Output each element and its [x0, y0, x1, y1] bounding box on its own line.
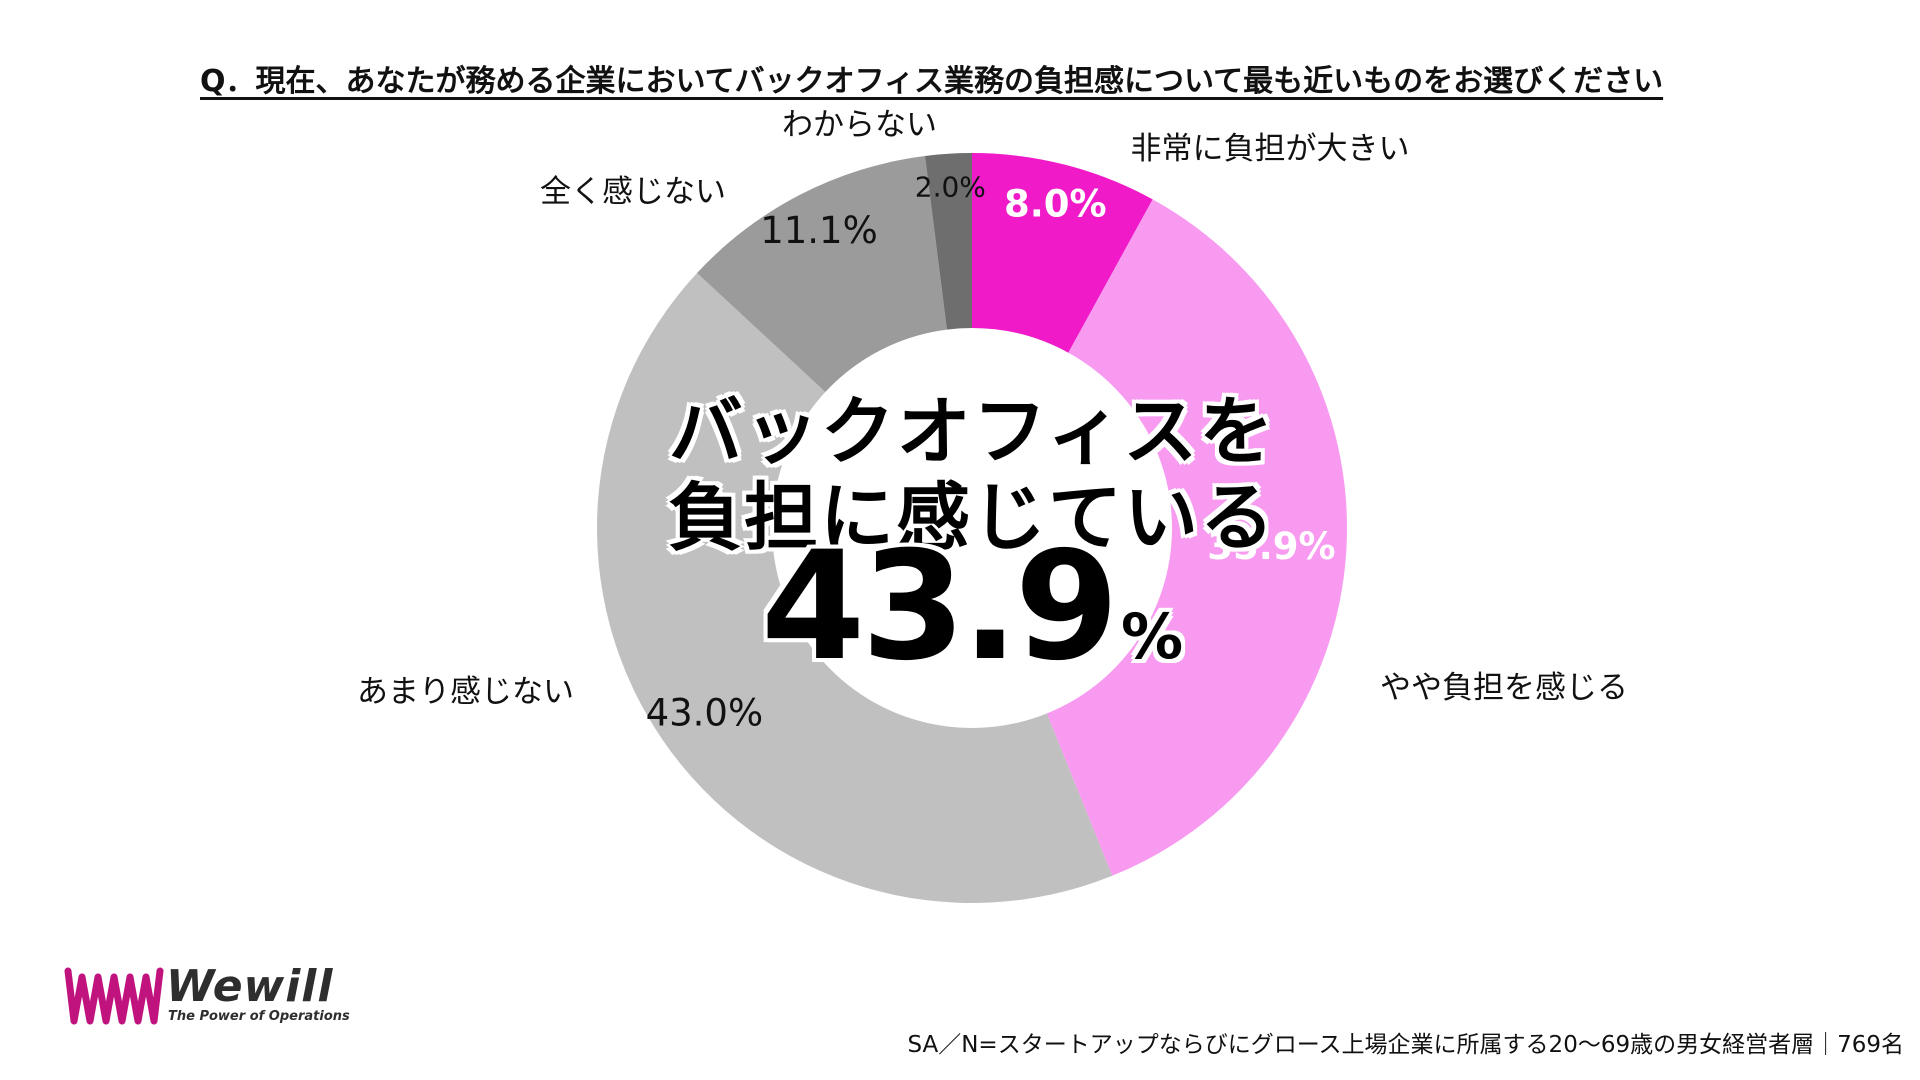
logo-tagline: The Power of Operations — [168, 1009, 350, 1024]
center-total-unit: % — [1120, 600, 1184, 673]
slice-2-category-label: やや負担を感じる — [1380, 670, 1628, 706]
slice-2-value-label: 35.9% — [1207, 525, 1335, 568]
slice-3-value-label: 43.0% — [646, 691, 764, 734]
center-total-number: 43.9 — [760, 520, 1119, 694]
center-caption-line2: 負担に感じている — [668, 475, 1276, 561]
slice-4 — [697, 155, 947, 393]
logo-name: Wewill — [166, 961, 334, 1012]
slice-1-value-label: 8.0% — [1004, 183, 1107, 226]
survey-question: Q．現在、あなたが務める企業においてバックオフィス業務の負担感について最も近いも… — [200, 64, 1664, 99]
slice-1-category-label: 非常に負担が大きい — [1131, 131, 1410, 167]
slice-3 — [596, 273, 1113, 904]
center-total-value: 43.9% — [622, 532, 1322, 682]
sample-footnote: SA／N=スタートアップならびにグロース上場企業に所属する20〜69歳の男女経営… — [907, 1032, 1904, 1058]
slice-1 — [972, 153, 1153, 353]
slice-5-value-label: 2.0% — [915, 171, 986, 204]
slice-4-category-label: 全く感じない — [540, 174, 726, 210]
slice-5-category-label: わからない — [782, 107, 937, 143]
wewill-logo: Wewill The Power of Operations — [64, 961, 350, 1035]
slice-5 — [925, 153, 972, 330]
center-caption-line1: バックオフィスを — [668, 389, 1276, 475]
wave-logo-icon — [64, 967, 164, 1025]
slice-4-value-label: 11.1% — [760, 209, 878, 252]
slice-3-category-label: あまり感じない — [357, 674, 574, 710]
slice-2 — [1046, 199, 1347, 876]
